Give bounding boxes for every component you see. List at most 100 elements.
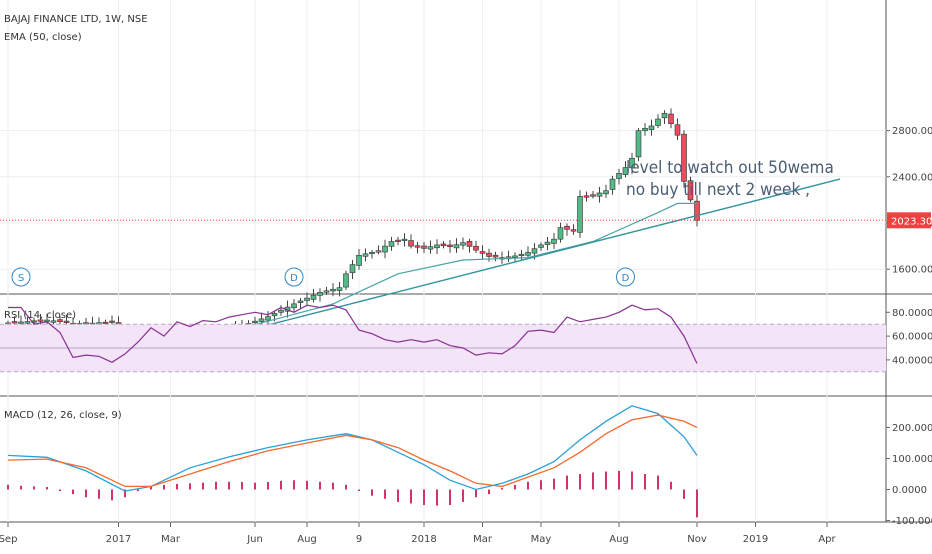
x-tick-label: 2018: [411, 534, 436, 545]
macd-histogram-bar: [33, 486, 35, 490]
candle[interactable]: [356, 255, 362, 266]
candle[interactable]: [349, 264, 356, 273]
candle[interactable]: [278, 309, 284, 313]
candle[interactable]: [538, 244, 544, 248]
macd-histogram-bar: [579, 474, 581, 490]
candle[interactable]: [440, 243, 447, 247]
candle[interactable]: [388, 241, 395, 247]
candle[interactable]: [674, 124, 681, 136]
macd-histogram-bar: [488, 489, 490, 495]
candle[interactable]: [460, 242, 466, 246]
candle[interactable]: [486, 252, 492, 257]
candle[interactable]: [603, 190, 609, 195]
candle[interactable]: [310, 294, 317, 300]
signal-line: [7, 414, 698, 488]
candle[interactable]: [102, 321, 109, 324]
candle[interactable]: [629, 158, 635, 169]
macd-histogram-bar: [254, 482, 256, 490]
macd-histogram-bar: [46, 487, 48, 490]
candle[interactable]: [453, 244, 460, 249]
candle[interactable]: [362, 253, 369, 257]
candle[interactable]: [635, 130, 642, 158]
event-marker[interactable]: [11, 267, 31, 287]
candle[interactable]: [297, 300, 304, 303]
candle[interactable]: [291, 303, 297, 309]
candle[interactable]: [681, 133, 687, 182]
candle[interactable]: [642, 127, 648, 132]
candle[interactable]: [655, 118, 661, 126]
candle[interactable]: [265, 316, 271, 321]
candle[interactable]: [375, 250, 382, 253]
candle[interactable]: [258, 318, 265, 322]
candle[interactable]: [317, 291, 323, 296]
candle[interactable]: [687, 180, 694, 201]
candle[interactable]: [531, 248, 538, 254]
candle[interactable]: [492, 254, 499, 258]
macd-pane[interactable]: [7, 405, 698, 518]
candle[interactable]: [414, 245, 421, 248]
macd-histogram-bar: [397, 489, 399, 502]
candle[interactable]: [518, 253, 525, 256]
candle[interactable]: [24, 321, 31, 324]
rsi-pane[interactable]: [0, 304, 886, 373]
candle[interactable]: [583, 195, 590, 198]
candle[interactable]: [18, 321, 24, 324]
candle[interactable]: [401, 238, 408, 241]
candle[interactable]: [473, 245, 479, 251]
x-tick-label: 2017: [106, 534, 131, 545]
candle[interactable]: [570, 229, 577, 232]
candle[interactable]: [609, 178, 616, 190]
candle[interactable]: [343, 273, 349, 288]
candle[interactable]: [427, 246, 434, 250]
x-tick-label: 9: [356, 534, 362, 545]
candle[interactable]: [109, 320, 115, 323]
event-marker[interactable]: [616, 267, 635, 287]
candle[interactable]: [395, 239, 401, 242]
candle[interactable]: [37, 319, 44, 322]
candle[interactable]: [557, 227, 564, 240]
candle[interactable]: [622, 167, 629, 175]
candle[interactable]: [661, 112, 668, 119]
candle[interactable]: [577, 196, 583, 233]
candle[interactable]: [564, 225, 570, 230]
candle[interactable]: [382, 245, 388, 253]
candle[interactable]: [252, 320, 258, 323]
macd-histogram-bar: [527, 481, 529, 490]
candle[interactable]: [447, 244, 453, 247]
candle[interactable]: [590, 194, 596, 197]
candle[interactable]: [330, 288, 336, 292]
x-tick-label: Apr: [818, 534, 836, 545]
candle[interactable]: [479, 251, 486, 254]
candle[interactable]: [421, 245, 427, 249]
event-marker-label: D: [622, 273, 630, 284]
candle[interactable]: [668, 113, 674, 124]
candle[interactable]: [323, 290, 330, 293]
candle[interactable]: [434, 244, 440, 249]
candle[interactable]: [304, 297, 310, 301]
rsi-tick-label: 60.0000: [892, 332, 932, 343]
candle[interactable]: [694, 200, 700, 221]
symbol-title: BAJAJ FINANCE LTD, 1W, NSE: [4, 14, 148, 25]
candle[interactable]: [11, 321, 18, 324]
candle[interactable]: [408, 240, 414, 247]
macd-tick-label: 0.0000: [892, 485, 927, 496]
rsi-tick-label: 80.0000: [892, 308, 932, 319]
candle[interactable]: [336, 287, 343, 291]
event-marker[interactable]: [284, 267, 304, 287]
candle[interactable]: [50, 320, 57, 323]
candle[interactable]: [596, 192, 603, 197]
rsi-tick-label: 40.0000: [892, 355, 932, 366]
candle[interactable]: [551, 238, 557, 244]
candle[interactable]: [616, 173, 622, 179]
candle[interactable]: [466, 240, 473, 247]
macd-histogram-bar: [189, 483, 191, 490]
candle[interactable]: [271, 313, 278, 317]
candle[interactable]: [525, 252, 531, 256]
candle[interactable]: [63, 320, 70, 323]
candle[interactable]: [648, 125, 655, 130]
candle[interactable]: [544, 241, 551, 245]
candle[interactable]: [369, 251, 375, 255]
candle[interactable]: [512, 255, 518, 258]
candle[interactable]: [57, 319, 63, 322]
